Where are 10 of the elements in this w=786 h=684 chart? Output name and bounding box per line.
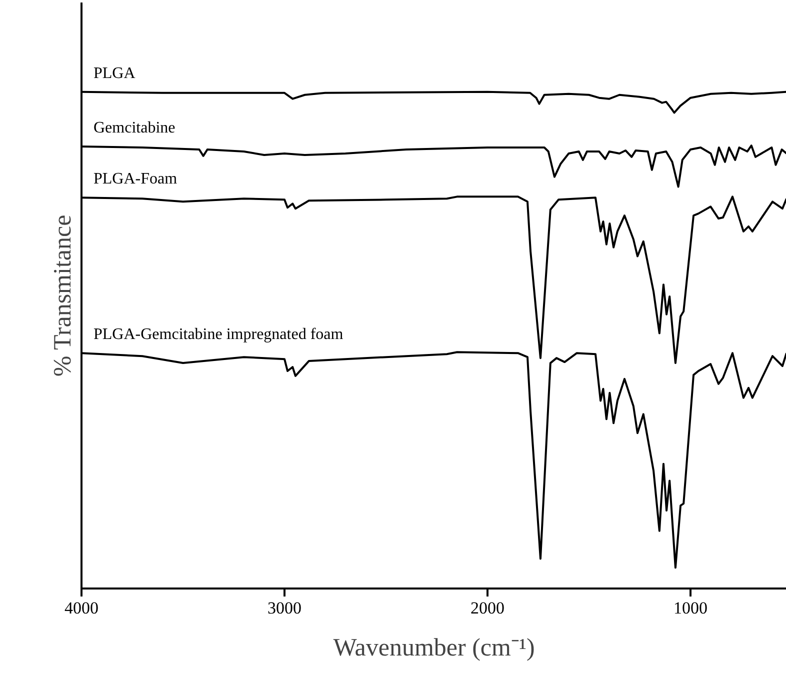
series-label: PLGA <box>94 64 136 82</box>
series-label: PLGA-Gemcitabine impregnated foam <box>94 326 344 344</box>
x-tick-label: 1000 <box>673 598 708 618</box>
x-tick-label: 4000 <box>64 598 98 618</box>
x-tick-label: 3000 <box>267 598 302 618</box>
series-label: PLGA-Foam <box>94 170 178 188</box>
x-tick-label: 2000 <box>470 598 504 618</box>
x-axis-title: Wavenumber (cm⁻¹) <box>333 634 535 662</box>
series-label: Gemcitabine <box>94 120 176 137</box>
y-axis-title: % Transmitance <box>50 214 76 377</box>
